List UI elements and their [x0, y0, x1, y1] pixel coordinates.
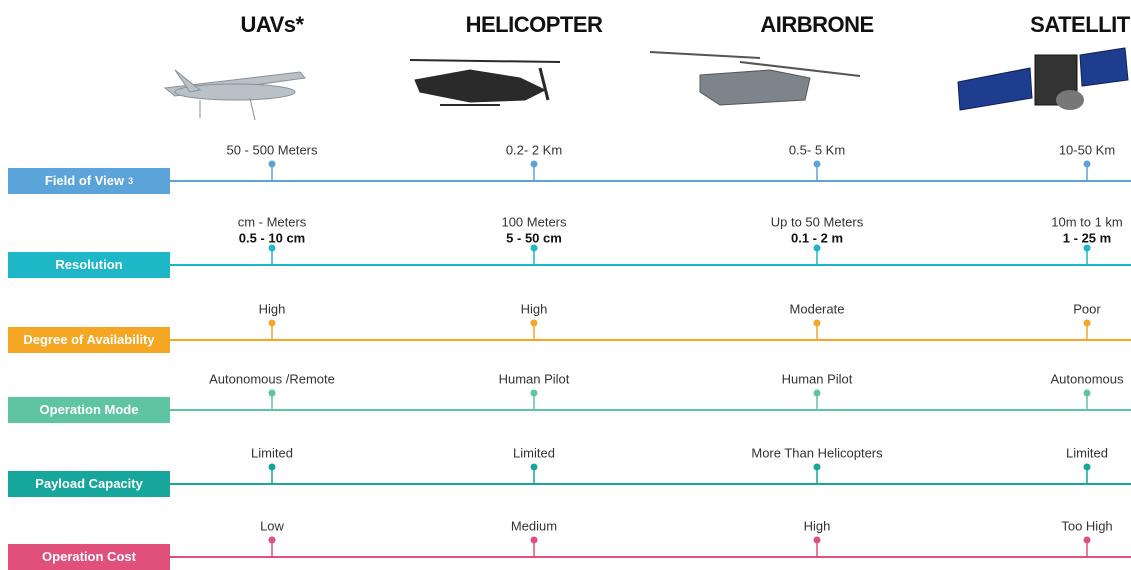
platform-title: SATELLITE	[1030, 12, 1131, 37]
marker-dot	[268, 463, 276, 471]
marker-dot	[1083, 389, 1091, 397]
marker-dot	[530, 389, 538, 397]
row-label-box	[8, 544, 170, 570]
cell-detail: 5 - 50 cm	[506, 230, 562, 245]
marker-dot	[530, 160, 538, 168]
cell-detail: 1 - 25 m	[1063, 230, 1111, 245]
marker-dot	[813, 463, 821, 471]
cell-text: 0.5- 5 Km	[789, 142, 845, 157]
marker-dot	[268, 536, 276, 544]
marker-dot	[268, 319, 276, 327]
cell-text: 10-50 Km	[1059, 142, 1115, 157]
cell-detail: 0.1 - 2 m	[791, 230, 843, 245]
platform-title: HELICOPTER	[466, 12, 603, 37]
airborne-image	[649, 51, 861, 106]
row-label-text: Operation Mode	[40, 402, 139, 417]
cell-text: Poor	[1073, 301, 1101, 316]
marker-dot	[1083, 463, 1091, 471]
row-label: Operation Mode	[40, 402, 139, 417]
cell-text: 100 Meters	[501, 214, 567, 229]
cell-text: Human Pilot	[499, 371, 570, 386]
row-label: Payload Capacity	[35, 476, 143, 491]
cell-text: Medium	[511, 518, 557, 533]
cell-text: Autonomous /Remote	[209, 371, 335, 386]
row-label: Field of View 3	[45, 173, 133, 188]
marker-dot	[813, 319, 821, 327]
cell-text: Limited	[251, 445, 293, 460]
row-label-box	[8, 252, 170, 278]
marker-dot	[813, 160, 821, 168]
row-label: Degree of Availability	[23, 332, 155, 347]
uav-image	[163, 69, 306, 121]
helicopter-image	[409, 59, 561, 106]
cell-text: 10m to 1 km	[1051, 214, 1123, 229]
cell-detail: 0.5 - 10 cm	[239, 230, 306, 245]
cell-text: Autonomous	[1051, 371, 1124, 386]
cell-text: High	[521, 301, 548, 316]
platform-title: UAVs*	[240, 12, 304, 37]
cell-text: High	[259, 301, 286, 316]
row-label-box	[8, 327, 170, 353]
cell-text: Limited	[513, 445, 555, 460]
cell-text: More Than Helicopters	[751, 445, 883, 460]
row-label-note: 3	[128, 176, 133, 186]
cell-text: 50 - 500 Meters	[226, 142, 318, 157]
marker-dot	[1083, 536, 1091, 544]
marker-dot	[813, 389, 821, 397]
cell-text: Too High	[1061, 518, 1112, 533]
platform-title: AIRBRONE	[760, 12, 873, 37]
satellite-image	[957, 47, 1129, 111]
row-label: Operation Cost	[42, 549, 137, 564]
marker-dot	[268, 160, 276, 168]
row-label-text: Payload Capacity	[35, 476, 143, 491]
cell-text: Human Pilot	[782, 371, 853, 386]
row-label-box	[8, 471, 170, 497]
cell-text: Low	[260, 518, 284, 533]
marker-dot	[268, 244, 276, 252]
row-label-box	[8, 168, 170, 194]
cell-text: Limited	[1066, 445, 1108, 460]
row-label-text: Field of View	[45, 173, 125, 188]
marker-dot	[1083, 319, 1091, 327]
cell-text: High	[804, 518, 831, 533]
marker-dot	[813, 244, 821, 252]
row-label-text: Resolution	[55, 257, 122, 272]
marker-dot	[530, 536, 538, 544]
marker-dot	[268, 389, 276, 397]
cell-text: Moderate	[790, 301, 845, 316]
marker-dot	[530, 319, 538, 327]
marker-dot	[1083, 244, 1091, 252]
marker-dot	[530, 463, 538, 471]
marker-dot	[1083, 160, 1091, 168]
row-label: Resolution	[55, 257, 122, 272]
row-label-text: Degree of Availability	[23, 332, 155, 347]
cell-text: 0.2- 2 Km	[506, 142, 562, 157]
cell-text: cm - Meters	[238, 214, 307, 229]
cell-text: Up to 50 Meters	[771, 214, 864, 229]
row-label-text: Operation Cost	[42, 549, 137, 564]
marker-dot	[813, 536, 821, 544]
row-label-box	[8, 397, 170, 423]
marker-dot	[530, 244, 538, 252]
